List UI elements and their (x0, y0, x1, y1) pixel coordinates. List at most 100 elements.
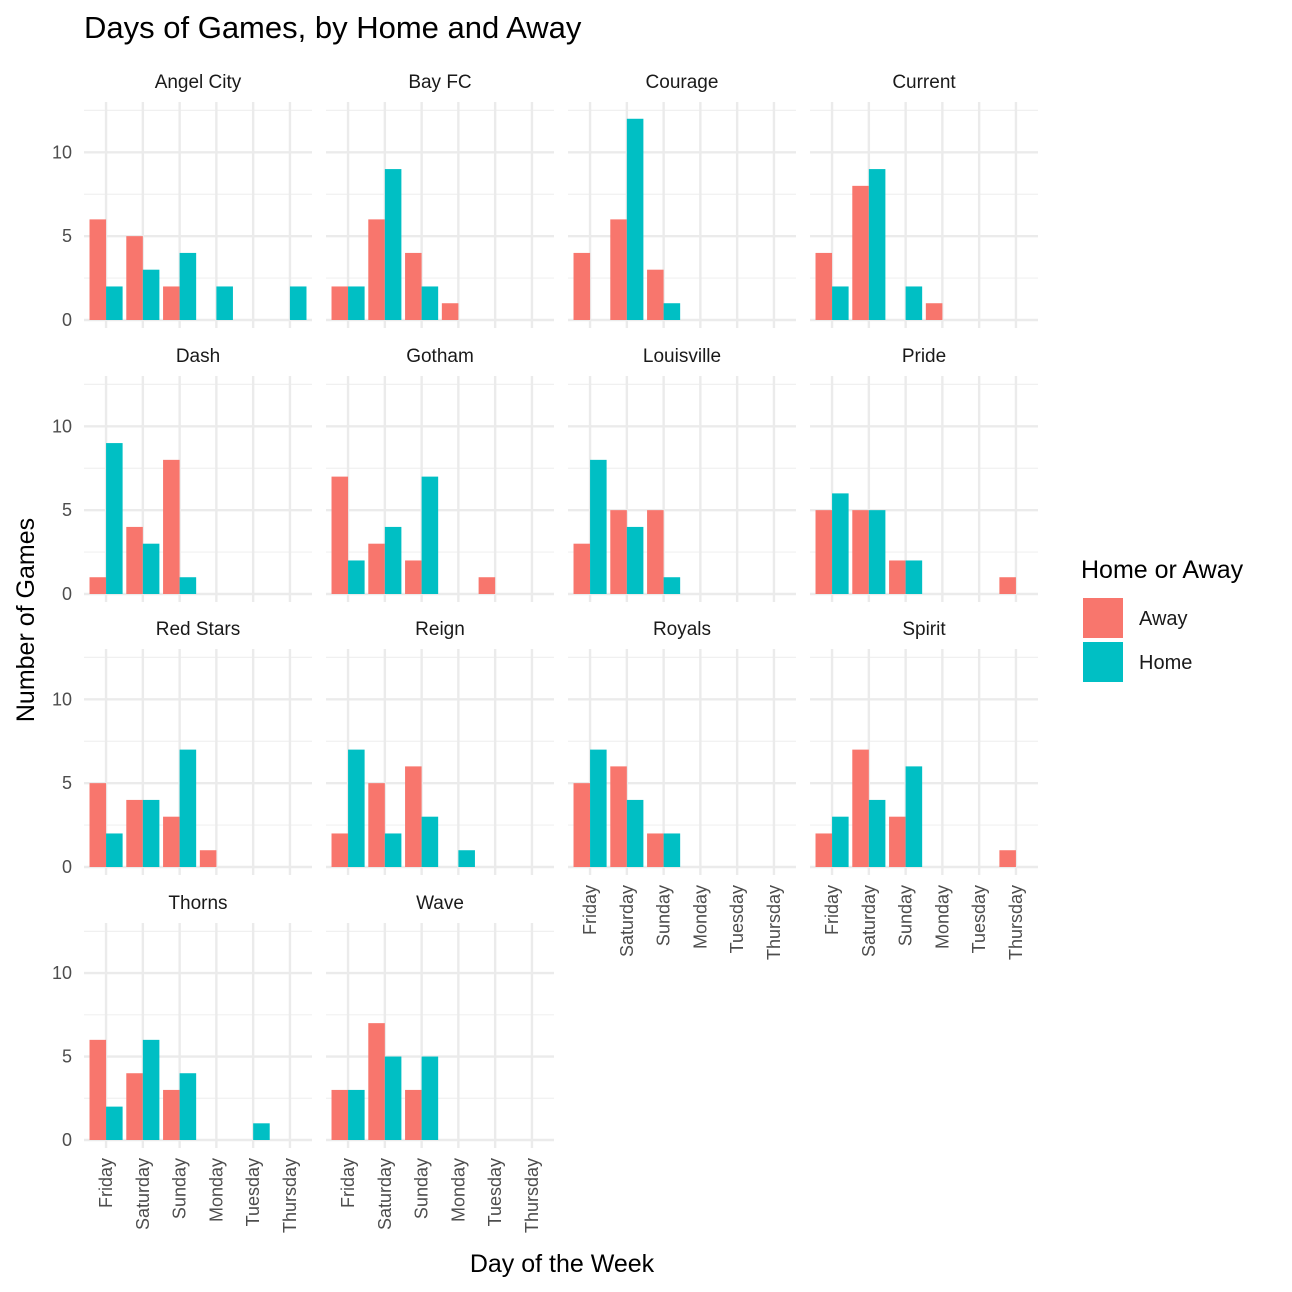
bar-home-saturday (384, 1056, 402, 1140)
bar-home-saturday (384, 169, 402, 320)
bar-home-friday (832, 286, 849, 320)
x-tick-label: Sunday (412, 1158, 432, 1219)
bar-away-thursday (999, 850, 1016, 867)
x-tick-label: Saturday (375, 1158, 395, 1230)
bar-home-saturday (142, 1039, 160, 1140)
bar-away-saturday (126, 526, 143, 594)
facet-label: Louisville (643, 346, 721, 367)
bar-away-friday (331, 1089, 349, 1140)
facet-panel: Angel City 0 5 10 (52, 72, 312, 330)
facet-label: Wave (416, 893, 464, 914)
bar-home-sunday (421, 1056, 439, 1140)
bar-home-saturday (626, 526, 644, 594)
bar-home-friday (832, 493, 849, 594)
x-tick-label: Thursday (280, 1158, 300, 1233)
bar-away-saturday (126, 236, 143, 320)
bar-away-monday (441, 303, 459, 320)
facet-panel: Courage (568, 72, 796, 328)
bar-away-sunday (405, 252, 422, 320)
facet-panel: Pride (810, 346, 1038, 602)
x-tick-label: Monday (448, 1158, 468, 1222)
x-tick-label: Friday (338, 1158, 358, 1208)
bar-away-saturday (852, 749, 869, 867)
x-tick-label: Monday (690, 885, 710, 949)
bar-home-saturday (868, 799, 886, 867)
bar-home-sunday (905, 560, 923, 594)
x-tick-label: Saturday (859, 885, 879, 957)
legend-key-away (1083, 598, 1123, 638)
bar-away-saturday (610, 766, 627, 867)
bar-away-friday (815, 252, 833, 320)
bar-away-friday (89, 219, 107, 320)
bar-home-friday (590, 749, 607, 867)
bar-away-friday (573, 783, 591, 867)
bar-away-saturday (852, 185, 869, 320)
facet-panel: Current (810, 72, 1038, 328)
bar-home-sunday (663, 577, 681, 594)
x-tick-label: Saturday (617, 885, 637, 957)
bar-home-saturday (626, 799, 644, 867)
bar-away-saturday (610, 510, 627, 594)
bar-home-sunday (179, 577, 197, 594)
bar-away-sunday (405, 766, 422, 867)
bar-away-sunday (163, 816, 180, 867)
facet-panel: Bay FC (326, 72, 554, 328)
x-axis-label: Day of the Week (470, 1250, 655, 1278)
bar-home-sunday (179, 252, 197, 320)
x-tick-label: Friday (580, 885, 600, 935)
bar-away-friday (331, 476, 349, 594)
bar-home-tuesday (253, 1123, 270, 1140)
x-tick-label: Friday (822, 885, 842, 935)
bar-home-sunday (421, 816, 439, 867)
facet-label: Bay FC (408, 72, 471, 93)
bar-home-saturday (384, 833, 402, 867)
bar-away-friday (89, 783, 107, 867)
y-tick-label: 10 (52, 689, 72, 709)
facet-panel: Reign (326, 619, 554, 875)
bar-home-monday (216, 286, 233, 320)
bar-home-friday (348, 749, 365, 867)
x-tick-label: Monday (932, 885, 952, 949)
y-tick-label: 10 (52, 142, 72, 162)
bar-away-saturday (368, 219, 385, 320)
bar-home-saturday (626, 118, 644, 321)
x-tick-label: Tuesday (969, 885, 989, 953)
y-tick-label: 0 (62, 310, 72, 330)
bar-away-monday (925, 303, 943, 320)
facet-panel: Red Stars 0 5 10 (52, 619, 312, 877)
facet-label: Gotham (406, 346, 474, 367)
x-tick-label: Sunday (654, 885, 674, 946)
bar-away-monday (199, 850, 217, 867)
bar-home-sunday (179, 1073, 197, 1140)
y-tick-label: 0 (62, 1130, 72, 1150)
facet-panel: Thorns 0 5 10 Friday Saturday Sunday Monday Tues… (52, 893, 312, 1233)
x-tick-label: Tuesday (727, 885, 747, 953)
x-tick-label: Tuesday (243, 1158, 263, 1226)
facet-label: Angel City (155, 72, 242, 93)
y-axis-label: Number of Games (12, 518, 40, 722)
bar-home-friday (832, 816, 849, 867)
bar-away-friday (331, 286, 349, 320)
bar-away-friday (815, 833, 833, 867)
y-tick-label: 10 (52, 963, 72, 983)
facet-label: Royals (653, 619, 711, 640)
bar-home-sunday (905, 766, 923, 867)
facet-panel: Wave Friday Saturday Sunday Monday Tuesday Thu… (326, 893, 554, 1233)
bar-home-friday (106, 286, 123, 320)
bar-away-saturday (368, 1023, 385, 1140)
bar-away-sunday (163, 459, 180, 594)
legend-key-home (1083, 642, 1123, 682)
legend-label-away: Away (1139, 608, 1188, 630)
bar-home-friday (106, 443, 123, 594)
y-tick-label: 5 (62, 500, 72, 520)
bar-away-sunday (647, 833, 664, 867)
bar-home-saturday (142, 799, 160, 867)
bar-home-friday (348, 1089, 365, 1140)
y-tick-label: 10 (52, 416, 72, 436)
facet-label: Reign (415, 619, 465, 640)
bar-away-saturday (852, 510, 869, 594)
bar-home-saturday (142, 543, 160, 594)
bar-away-sunday (647, 269, 664, 320)
x-tick-label: Friday (96, 1158, 116, 1208)
